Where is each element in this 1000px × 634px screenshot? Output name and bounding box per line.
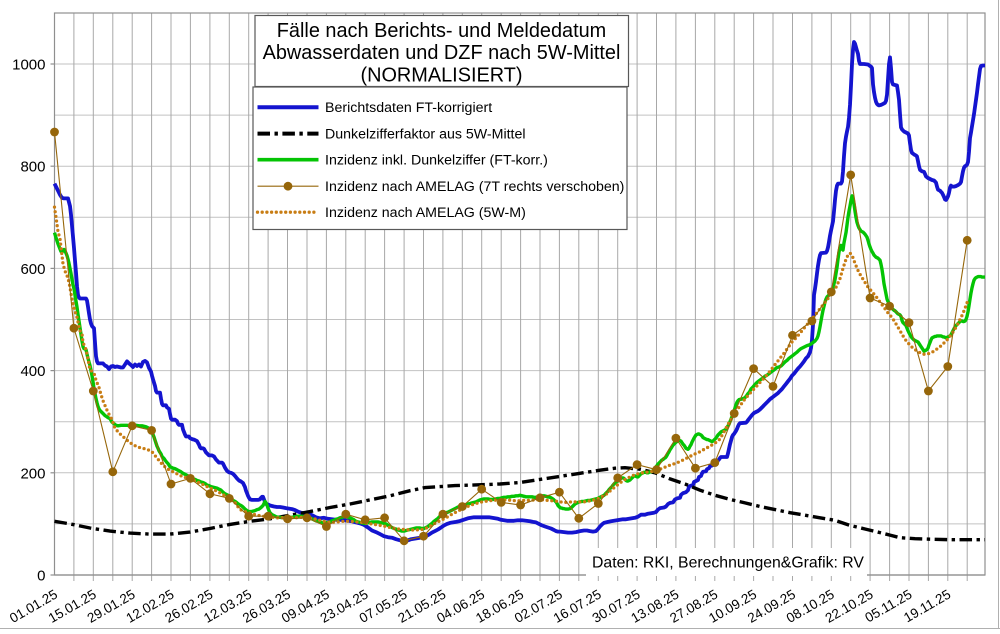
svg-text:Daten: RKI, Berechnungen&Grafi: Daten: RKI, Berechnungen&Grafik: RV bbox=[592, 555, 864, 572]
svg-text:Dunkelzifferfaktor aus 5W-Mitt: Dunkelzifferfaktor aus 5W-Mittel bbox=[325, 127, 526, 143]
svg-text:400: 400 bbox=[20, 363, 45, 380]
svg-text:Fälle nach Berichts- und Melde: Fälle nach Berichts- und Meldedatum bbox=[277, 20, 606, 42]
svg-text:Inzidenz inkl. Dunkelziffer (F: Inzidenz inkl. Dunkelziffer (FT-korr.) bbox=[325, 153, 548, 169]
svg-text:Abwasserdaten und DZF nach 5W-: Abwasserdaten und DZF nach 5W-Mittel bbox=[263, 42, 621, 64]
svg-text:800: 800 bbox=[20, 159, 45, 176]
svg-text:Berichtsdaten FT-korrigiert: Berichtsdaten FT-korrigiert bbox=[325, 100, 492, 116]
svg-text:0: 0 bbox=[37, 568, 45, 585]
svg-text:1000: 1000 bbox=[12, 57, 45, 74]
svg-text:Inzidenz nach AMELAG (5W-M): Inzidenz nach AMELAG (5W-M) bbox=[325, 205, 526, 221]
svg-text:Inzidenz nach AMELAG (7T recht: Inzidenz nach AMELAG (7T rechts verschob… bbox=[325, 179, 624, 195]
svg-text:600: 600 bbox=[20, 261, 45, 278]
svg-text:(NORMALISIERT): (NORMALISIERT) bbox=[360, 65, 522, 87]
svg-text:200: 200 bbox=[20, 465, 45, 482]
